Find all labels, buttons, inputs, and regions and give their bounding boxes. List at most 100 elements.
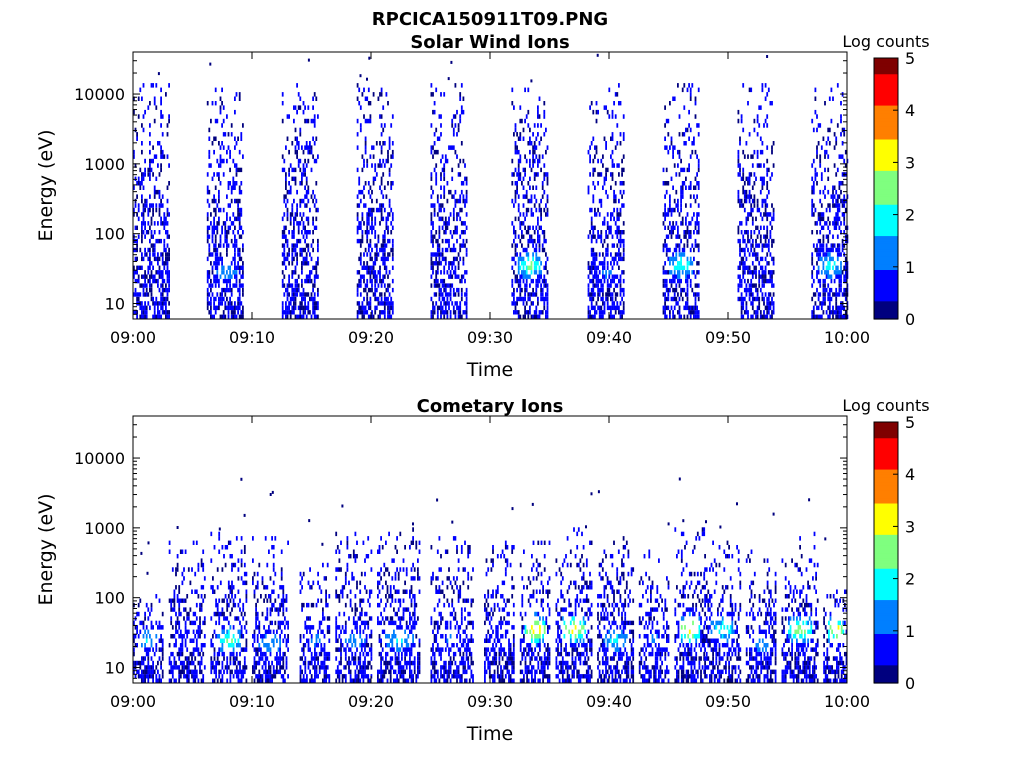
data-cell: [158, 274, 161, 279]
data-cell: [672, 314, 674, 319]
data-cell: [686, 225, 689, 230]
data-cell: [200, 607, 203, 612]
data-cell: [817, 292, 820, 297]
data-cell: [294, 278, 297, 284]
data-cell: [840, 101, 842, 106]
data-cell: [212, 576, 214, 581]
data-cell: [166, 221, 169, 226]
data-cell: [613, 256, 615, 262]
data-cell: [184, 656, 187, 661]
data-cell: [243, 660, 246, 666]
data-cell: [380, 283, 383, 288]
data-cell: [521, 221, 523, 226]
data-cell: [216, 221, 219, 226]
data-cell: [299, 292, 302, 297]
data-cell: [235, 674, 238, 679]
data-cell: [359, 123, 362, 128]
data-cell: [194, 674, 197, 679]
data-cell: [664, 105, 666, 110]
data-cell: [745, 310, 748, 315]
data-cell: [460, 109, 463, 115]
data-cell: [602, 185, 604, 190]
data-cell: [178, 634, 181, 639]
data-cell: [149, 669, 151, 675]
data-cell: [307, 189, 310, 195]
data-cell: [819, 278, 822, 284]
data-cell: [371, 212, 373, 217]
data-cell: [150, 607, 153, 612]
data-cell: [530, 207, 533, 213]
data-cell: [819, 158, 822, 164]
data-cell: [443, 230, 446, 235]
data-cell: [522, 278, 525, 284]
data-cell: [758, 243, 761, 248]
data-cell: [766, 158, 769, 164]
data-cell: [540, 136, 542, 141]
data-cell: [519, 221, 522, 226]
data-cell: [540, 287, 542, 293]
data-cell: [742, 234, 745, 239]
colorbar-segment: [874, 264, 898, 268]
data-cell: [369, 287, 372, 293]
data-cell: [165, 92, 167, 97]
data-cell: [369, 185, 372, 190]
data-cell: [208, 154, 211, 159]
data-cell: [256, 598, 259, 603]
data-cell: [614, 194, 617, 199]
data-cell: [293, 167, 295, 173]
colorbar-segment: [874, 201, 898, 205]
data-cell: [364, 136, 367, 141]
data-cell: [229, 167, 231, 173]
data-cell: [136, 660, 138, 666]
data-cell: [150, 216, 153, 222]
data-cell: [139, 620, 142, 626]
data-cell: [371, 283, 373, 288]
data-cell: [697, 230, 700, 235]
data-cell: [136, 136, 138, 141]
data-cell: [670, 212, 673, 217]
data-cell: [764, 207, 767, 213]
data-cell: [745, 287, 748, 293]
data-cell: [147, 247, 150, 253]
data-cell: [234, 163, 236, 168]
data-cell: [213, 545, 216, 550]
data-cell: [312, 283, 314, 288]
data-cell: [533, 172, 536, 177]
data-cell: [216, 252, 219, 257]
data-cell: [540, 270, 542, 275]
colorbar-segment: [874, 285, 898, 289]
data-cell: [237, 567, 240, 572]
data-cell: [689, 230, 692, 235]
data-cell: [358, 203, 361, 208]
data-cell: [356, 83, 359, 88]
data-cell: [605, 247, 607, 253]
data-cell: [141, 230, 143, 235]
data-cell: [145, 203, 148, 208]
data-cell: [372, 274, 375, 279]
data-cell: [697, 225, 700, 230]
data-cell: [440, 194, 442, 199]
data-cell: [812, 127, 815, 133]
data-cell: [745, 292, 748, 297]
data-cell: [605, 234, 607, 239]
data-cell: [214, 136, 217, 141]
data-cell: [689, 314, 692, 319]
data-cell: [600, 296, 603, 302]
data-cell: [675, 243, 678, 248]
colorbar-segment: [874, 300, 898, 304]
data-cell: [533, 247, 536, 253]
data-cell: [836, 234, 839, 239]
data-cell: [238, 207, 241, 213]
data-cell: [286, 287, 289, 293]
data-cell: [313, 310, 316, 315]
data-cell: [293, 256, 295, 262]
data-cell: [616, 301, 619, 306]
data-cell: [173, 678, 176, 683]
data-cell: [828, 261, 831, 266]
data-cell: [208, 189, 211, 195]
data-cell: [683, 243, 686, 248]
data-cell: [595, 283, 598, 288]
data-cell: [133, 207, 135, 213]
data-cell: [271, 620, 273, 626]
data-cell: [594, 314, 596, 319]
